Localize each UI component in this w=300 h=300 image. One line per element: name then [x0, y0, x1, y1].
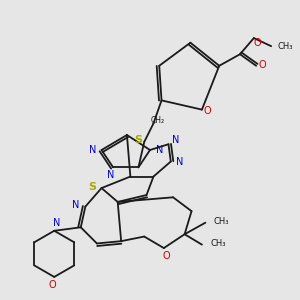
- Text: N: N: [73, 200, 80, 210]
- Text: N: N: [176, 157, 184, 166]
- Text: O: O: [48, 280, 56, 290]
- Text: CH₃: CH₃: [214, 217, 229, 226]
- Text: N: N: [88, 145, 96, 155]
- Text: CH₂: CH₂: [151, 116, 165, 124]
- Text: N: N: [53, 218, 60, 228]
- Text: O: O: [254, 38, 261, 48]
- Text: N: N: [155, 145, 163, 155]
- Text: CH₃: CH₃: [210, 239, 226, 248]
- Text: S: S: [88, 182, 96, 192]
- Text: CH₃: CH₃: [277, 42, 293, 51]
- Text: O: O: [204, 106, 212, 116]
- Text: S: S: [134, 135, 142, 145]
- Text: O: O: [162, 251, 170, 261]
- Text: O: O: [258, 60, 266, 70]
- Text: N: N: [107, 170, 115, 180]
- Text: N: N: [172, 135, 179, 145]
